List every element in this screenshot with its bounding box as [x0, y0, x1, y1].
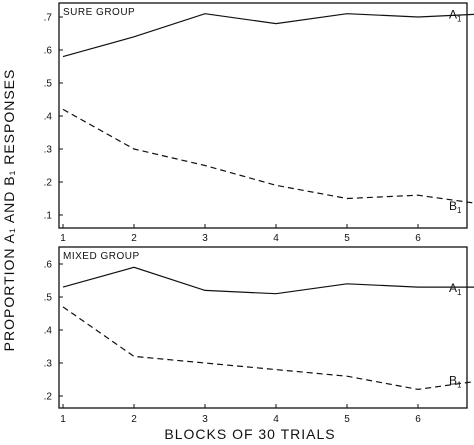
y-tick-label: .4 — [44, 326, 53, 337]
y-tick-label: .2 — [44, 392, 53, 403]
x-tick-label: 4 — [273, 233, 279, 244]
panel-2: MIXED GROUP.6.5.4.3.21234567A1B1 — [44, 246, 474, 425]
series-line-a1 — [62, 266, 474, 295]
panel-label: MIXED GROUP — [63, 251, 140, 262]
y-tick-label: .1 — [44, 211, 53, 222]
series-line-b1 — [62, 108, 474, 204]
x-tick-label: 1 — [60, 414, 66, 425]
panel-label: SURE GROUP — [63, 7, 135, 18]
series-label-a1: A1 — [449, 8, 462, 24]
y-tick-label: .3 — [44, 145, 53, 156]
series-label-b1: B1 — [449, 374, 462, 390]
x-tick-label: 5 — [344, 233, 350, 244]
plot-frame — [58, 246, 468, 409]
x-tick-label: 4 — [273, 414, 279, 425]
x-tick-label: 1 — [60, 233, 66, 244]
y-tick-label: .5 — [44, 293, 53, 304]
plot-frame — [58, 2, 468, 229]
x-tick-label: 2 — [131, 233, 137, 244]
x-tick-label: 3 — [202, 414, 208, 425]
y-axis-title: PROPORTION A₁ AND B₁ RESPONSES — [1, 69, 17, 352]
series-label-b1: B1 — [449, 199, 462, 215]
x-tick-label: 3 — [202, 233, 208, 244]
x-tick-label: 5 — [344, 414, 350, 425]
series-line-b1 — [62, 306, 474, 391]
x-tick-label: 6 — [415, 414, 421, 425]
y-tick-label: .7 — [44, 13, 53, 24]
y-tick-label: .3 — [44, 359, 53, 370]
y-tick-label: .6 — [44, 46, 53, 57]
x-tick-label: 2 — [131, 414, 137, 425]
y-tick-label: .5 — [44, 79, 53, 90]
series-line-a1 — [62, 13, 474, 58]
series-label-a1: A1 — [449, 281, 462, 297]
x-axis-title: BLOCKS OF 30 TRIALS — [164, 426, 335, 442]
panel-1: SURE GROUP.7.6.5.4.3.2.11234567A1B1 — [44, 2, 474, 244]
y-tick-label: .6 — [44, 260, 53, 271]
y-tick-label: .2 — [44, 178, 53, 189]
x-tick-label: 6 — [415, 233, 421, 244]
y-tick-label: .4 — [44, 112, 53, 123]
